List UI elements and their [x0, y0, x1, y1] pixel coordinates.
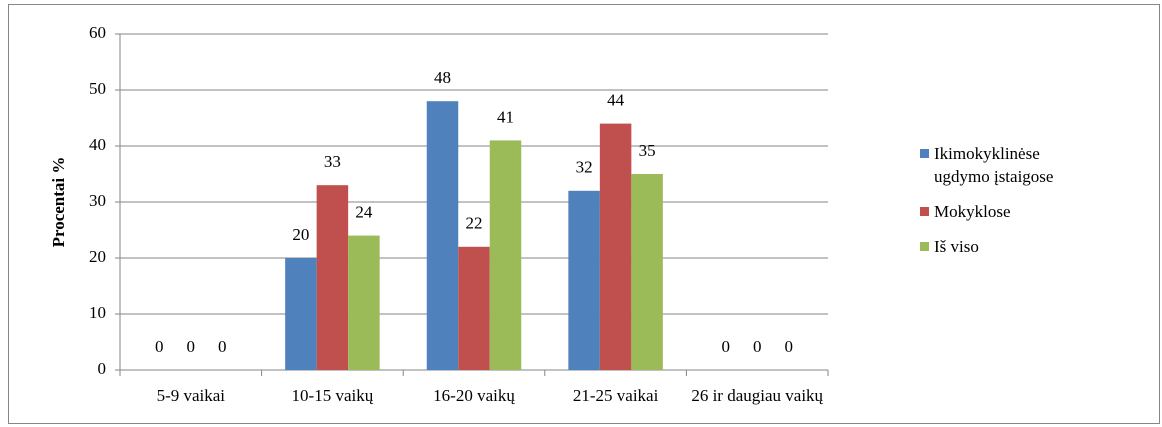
chart-border: [8, 4, 1160, 424]
legend-item: Mokyklose: [920, 200, 1120, 223]
bar: [348, 235, 380, 370]
x-tick-label: 26 ir daugiau vaikų: [691, 386, 823, 405]
bar: [316, 185, 349, 370]
data-label: 0: [784, 337, 793, 356]
data-label: 0: [721, 337, 730, 356]
x-tick-label: 10-15 vaikų: [292, 386, 374, 405]
legend-swatch: [920, 207, 929, 216]
y-axis-title: Procentai %: [49, 157, 68, 248]
data-label: 0: [753, 337, 762, 356]
bar: [426, 101, 459, 370]
bar: [599, 123, 632, 370]
y-tick-label: 30: [89, 191, 106, 210]
y-tick-label: 50: [89, 79, 106, 98]
legend-swatch: [920, 149, 929, 158]
bar: [285, 258, 317, 370]
data-label: 41: [497, 107, 514, 126]
y-tick-label: 40: [89, 135, 106, 154]
data-label: 20: [292, 225, 309, 244]
data-label: 32: [576, 158, 593, 177]
data-label: 44: [607, 91, 625, 110]
data-label: 0: [187, 337, 196, 356]
data-label: 0: [155, 337, 164, 356]
bar: [631, 174, 663, 370]
legend: Ikimokyklinėse ugdymo įstaigose Mokyklose…: [920, 142, 1120, 270]
legend-label: Iš viso: [934, 237, 979, 256]
legend-item: Ikimokyklinėse ugdymo įstaigose: [920, 142, 1120, 188]
x-tick-label: 21-25 vaikai: [573, 386, 659, 405]
data-label: 35: [639, 141, 656, 160]
legend-label: Mokyklose: [934, 202, 1011, 221]
legend-label: Ikimokyklinėse ugdymo įstaigose: [934, 144, 1054, 186]
x-tick-label: 5-9 vaikai: [157, 386, 226, 405]
bar: [458, 246, 490, 370]
legend-swatch: [920, 242, 929, 251]
y-tick-label: 0: [98, 359, 107, 378]
data-label: 0: [218, 337, 227, 356]
y-tick-label: 60: [89, 23, 106, 42]
data-label: 33: [324, 152, 341, 171]
data-label: 48: [434, 68, 451, 87]
data-label: 22: [466, 214, 483, 233]
bar: [568, 190, 600, 370]
y-tick-label: 20: [89, 247, 106, 266]
y-tick-label: 10: [89, 303, 106, 322]
x-tick-label: 16-20 vaikų: [433, 386, 515, 405]
bar: [489, 140, 522, 370]
data-label: 24: [355, 203, 373, 222]
legend-item: Iš viso: [920, 235, 1120, 258]
